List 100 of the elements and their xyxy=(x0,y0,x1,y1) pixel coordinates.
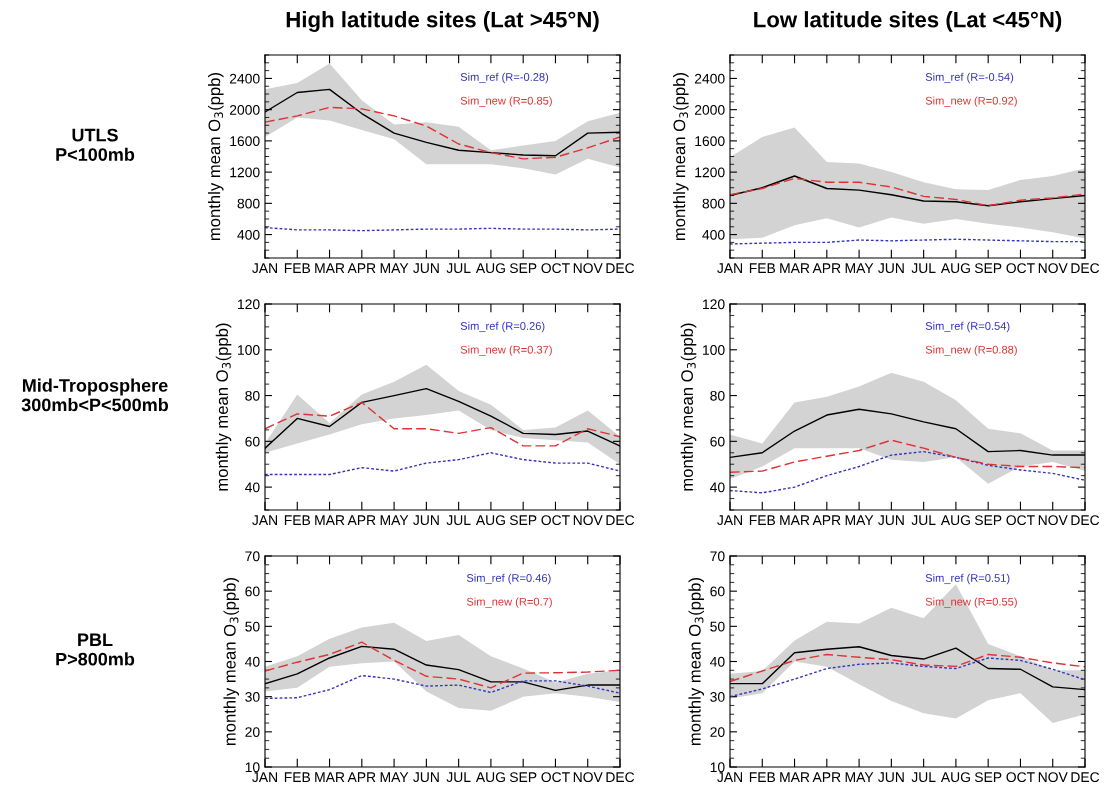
x-tick-label: MAR xyxy=(780,263,810,273)
x-tick-label: SEP xyxy=(509,515,537,526)
x-tick-label: SEP xyxy=(974,263,1002,274)
y-tick-label: 2400 xyxy=(229,73,260,84)
x-tick-label: APR xyxy=(812,772,841,782)
y-tick-label: 2000 xyxy=(694,104,725,115)
x-tick-label: DEC xyxy=(1071,515,1100,526)
line-series xyxy=(730,450,1085,494)
x-tick-label: MAR xyxy=(315,263,345,273)
x-tick-label: OCT xyxy=(1006,263,1035,274)
x-tick-label: MAY xyxy=(380,263,409,273)
x-tick-label: NOV xyxy=(1038,515,1068,526)
x-tick-label: SEP xyxy=(509,263,537,274)
x-tick-label: AUG xyxy=(940,515,970,526)
x-tick-label: MAR xyxy=(315,515,345,525)
x-tick-label: OCT xyxy=(1006,772,1035,783)
x-tick-label: OCT xyxy=(541,772,570,783)
y-tick-label: 10 xyxy=(710,762,725,773)
x-tick-label: JUL xyxy=(911,263,936,274)
text: Sim_ref (R=0.51) xyxy=(925,573,1010,585)
x-tick-label: FEB xyxy=(284,515,311,525)
y-tick-label: 400 xyxy=(702,229,725,240)
x-tick-label: DEC xyxy=(606,772,635,783)
line-series xyxy=(265,401,620,447)
x-tick-label: MAY xyxy=(380,515,409,525)
y-tick-label: 120 xyxy=(703,299,725,310)
text: Sim_new (R=0.7) xyxy=(466,597,552,608)
x-tick-label: MAY xyxy=(845,515,874,525)
x-tick-label: FEB xyxy=(749,772,776,782)
x-tick-label: OCT xyxy=(1006,515,1035,526)
x-tick-label: SEP xyxy=(974,515,1002,526)
x-tick-label: APR xyxy=(812,515,841,525)
y-tick-label: 1600 xyxy=(230,136,260,147)
y-tick-label: 10 xyxy=(245,762,260,773)
y-tick-label: 70 xyxy=(245,551,260,562)
x-tick-label: NOV xyxy=(1038,263,1068,274)
y-tick-label: 40 xyxy=(710,656,725,667)
y-tick-label: 100 xyxy=(703,345,725,355)
x-tick-label: FEB xyxy=(284,263,311,273)
text: UTLS P<100mb xyxy=(56,128,135,161)
x-tick-label: APR xyxy=(347,263,376,273)
y-tick-label: 60 xyxy=(245,586,260,597)
x-tick-label: FEB xyxy=(749,263,776,273)
y-tick-label: 30 xyxy=(245,692,260,702)
x-tick-label: SEP xyxy=(974,772,1002,783)
y-axis-title: monthly mean O$_{3}$(ppb) xyxy=(688,577,705,746)
y-tick-label: 60 xyxy=(710,436,725,447)
x-tick-label: NOV xyxy=(573,515,603,526)
chart-title: Low latitude sites (Lat <45°N) xyxy=(754,11,1062,32)
x-tick-label: DEC xyxy=(606,515,635,526)
x-tick-label: JUN xyxy=(413,772,439,783)
y-tick-label: 400 xyxy=(237,229,260,240)
line-series xyxy=(265,452,620,476)
y-tick-label: 80 xyxy=(710,390,725,401)
text: PBL P>800mb xyxy=(56,633,135,666)
text: Sim_ref (R=0.46) xyxy=(466,573,551,585)
text: Sim_new (R=0.92) xyxy=(925,96,1017,107)
x-tick-label: JAN xyxy=(717,263,742,274)
x-tick-label: APR xyxy=(347,772,376,782)
x-tick-label: AUG xyxy=(475,263,505,274)
y-axis-title: monthly mean O$_{3}$(ppb) xyxy=(673,72,689,241)
y-tick-label: 800 xyxy=(702,198,725,209)
x-tick-label: APR xyxy=(812,263,841,273)
x-tick-label: AUG xyxy=(940,772,970,783)
y-tick-label: 40 xyxy=(710,482,725,493)
x-tick-label: JUL xyxy=(911,772,936,783)
y-axis-title: monthly mean O$_{3}$(ppb) xyxy=(215,323,232,491)
x-tick-label: JUN xyxy=(878,263,904,274)
x-tick-label: JUL xyxy=(446,515,471,526)
y-tick-label: 20 xyxy=(245,727,260,737)
x-tick-label: AUG xyxy=(475,515,505,526)
x-tick-label: JUN xyxy=(878,515,904,526)
text: Sim_ref (R=0.26) xyxy=(460,321,545,333)
y-axis-title: monthly mean O$_{3}$(ppb) xyxy=(208,72,224,241)
x-tick-label: MAY xyxy=(845,772,874,782)
x-tick-label: NOV xyxy=(573,263,603,274)
x-tick-label: MAR xyxy=(315,772,345,782)
x-tick-label: JUL xyxy=(911,515,936,526)
y-tick-label: 2000 xyxy=(229,104,260,115)
y-tick-label: 2400 xyxy=(694,73,725,84)
y-tick-label: 80 xyxy=(245,390,260,401)
y-tick-label: 30 xyxy=(710,692,725,702)
x-tick-label: JUN xyxy=(413,263,439,274)
line-series xyxy=(265,106,620,160)
text: Sim_ref (R=-0.28) xyxy=(460,72,549,84)
x-tick-label: MAR xyxy=(780,515,810,525)
y-tick-label: 70 xyxy=(710,551,725,562)
y-tick-label: 60 xyxy=(245,436,260,447)
y-tick-label: 100 xyxy=(238,345,260,355)
x-tick-label: APR xyxy=(347,515,376,525)
y-tick-label: 40 xyxy=(245,656,260,667)
x-tick-label: JAN xyxy=(252,772,277,783)
x-tick-label: SEP xyxy=(509,772,537,783)
x-tick-label: AUG xyxy=(475,772,505,783)
y-tick-label: 40 xyxy=(245,482,260,493)
y-tick-label: 50 xyxy=(710,621,725,632)
x-tick-label: DEC xyxy=(606,263,635,274)
y-tick-label: 120 xyxy=(238,299,260,310)
x-tick-label: DEC xyxy=(1071,263,1100,274)
y-tick-label: 800 xyxy=(237,198,260,209)
